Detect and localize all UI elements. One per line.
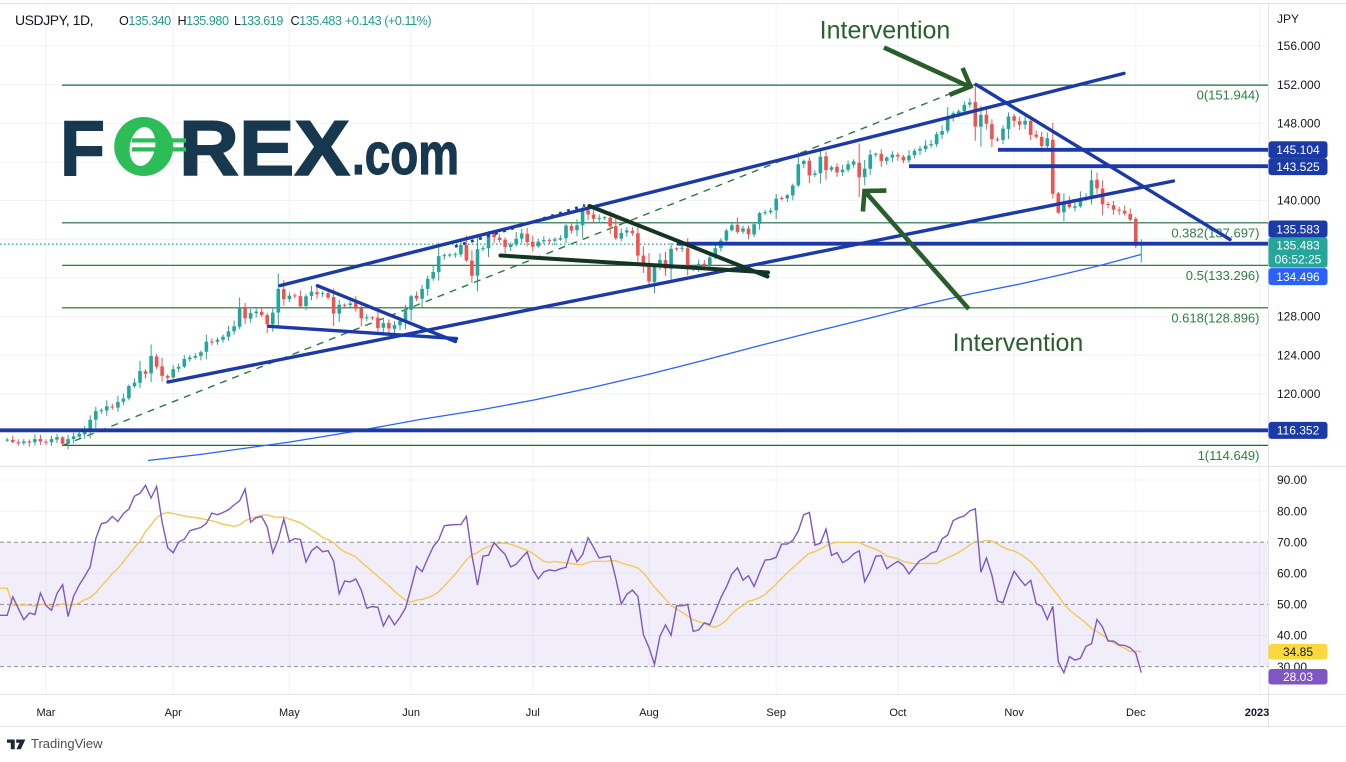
svg-text:.com: .com	[352, 122, 459, 187]
svg-text:60.00: 60.00	[1277, 567, 1307, 581]
svg-text:TradingView: TradingView	[31, 736, 103, 751]
svg-text:0.618(128.896): 0.618(128.896)	[1171, 310, 1259, 325]
svg-text:06:52:25: 06:52:25	[1275, 253, 1322, 267]
svg-text:Nov: Nov	[1004, 707, 1024, 719]
svg-text:143.525: 143.525	[1276, 160, 1320, 174]
svg-text:28.03: 28.03	[1283, 670, 1313, 684]
svg-text:Apr: Apr	[165, 707, 182, 719]
svg-text:L133.619: L133.619	[234, 14, 283, 28]
svg-text:0(151.944): 0(151.944)	[1197, 88, 1260, 103]
svg-text:USDJPY, 1D,: USDJPY, 1D,	[15, 12, 93, 28]
svg-text:120.000: 120.000	[1277, 387, 1321, 401]
svg-text:116.352: 116.352	[1277, 424, 1320, 438]
svg-text:+0.143 (+0.11%): +0.143 (+0.11%)	[345, 14, 431, 28]
svg-text:Mar: Mar	[37, 707, 56, 719]
svg-text:156.000: 156.000	[1277, 39, 1321, 53]
svg-text:Intervention: Intervention	[953, 329, 1084, 357]
svg-text:40.00: 40.00	[1277, 629, 1307, 643]
svg-text:135.483: 135.483	[1276, 239, 1320, 253]
svg-text:O135.340: O135.340	[119, 14, 171, 28]
svg-text:JPY: JPY	[1277, 12, 1299, 26]
svg-text:F: F	[60, 104, 105, 192]
svg-text:Aug: Aug	[639, 707, 659, 719]
svg-text:1(114.649): 1(114.649)	[1198, 448, 1260, 463]
svg-text:Jun: Jun	[402, 707, 420, 719]
svg-text:145.104: 145.104	[1276, 143, 1320, 157]
svg-text:REX: REX	[179, 104, 350, 192]
svg-text:128.000: 128.000	[1277, 310, 1321, 324]
svg-text:Dec: Dec	[1126, 707, 1146, 719]
svg-text:80.00: 80.00	[1277, 504, 1307, 518]
svg-text:34.85: 34.85	[1283, 645, 1313, 659]
svg-text:2023: 2023	[1245, 707, 1269, 719]
svg-text:Sep: Sep	[766, 707, 786, 719]
svg-text:90.00: 90.00	[1277, 473, 1307, 487]
svg-text:124.000: 124.000	[1277, 348, 1321, 362]
svg-text:H135.980: H135.980	[178, 14, 229, 28]
svg-text:140.000: 140.000	[1277, 194, 1321, 208]
svg-text:0.5(133.296): 0.5(133.296)	[1186, 268, 1260, 283]
svg-text:C135.483: C135.483	[291, 14, 342, 28]
svg-text:135.583: 135.583	[1276, 222, 1320, 236]
svg-text:0.382(137.697): 0.382(137.697)	[1171, 225, 1259, 240]
svg-text:Jul: Jul	[526, 707, 540, 719]
svg-text:70.00: 70.00	[1277, 535, 1307, 549]
svg-text:Oct: Oct	[889, 707, 906, 719]
svg-text:148.000: 148.000	[1277, 116, 1321, 130]
svg-text:50.00: 50.00	[1277, 598, 1307, 612]
svg-text:May: May	[279, 707, 300, 719]
svg-text:Intervention: Intervention	[820, 17, 951, 45]
svg-text:152.000: 152.000	[1277, 78, 1321, 92]
svg-text:134.496: 134.496	[1276, 270, 1320, 284]
